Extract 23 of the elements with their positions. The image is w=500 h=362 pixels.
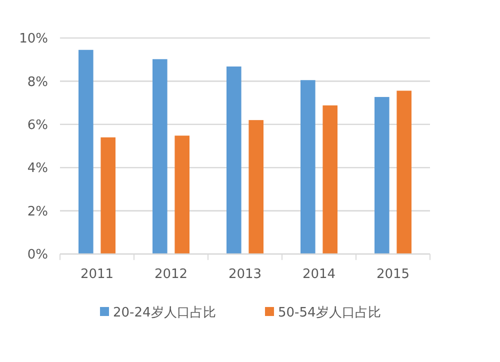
bar	[248, 120, 264, 254]
legend-label: 50-54岁人口占比	[278, 306, 381, 321]
bar	[100, 137, 116, 254]
y-tick-label: 8%	[27, 74, 48, 90]
bar	[300, 80, 316, 254]
bar	[226, 66, 242, 254]
y-tick-label: 6%	[27, 118, 48, 133]
bar	[322, 105, 338, 254]
bar	[396, 90, 412, 254]
bar	[374, 96, 390, 254]
legend-label: 20-24岁人口占比	[113, 306, 216, 321]
y-tick-label: 4%	[27, 161, 48, 176]
x-tick-label: 2013	[228, 267, 262, 282]
bar	[152, 59, 168, 254]
x-tick-label: 2012	[154, 267, 188, 282]
x-tick-label: 2015	[376, 267, 410, 282]
bar	[174, 136, 190, 254]
y-tick-label: 2%	[27, 204, 48, 220]
y-tick-label: 0%	[27, 248, 48, 263]
x-tick-label: 2011	[80, 267, 114, 282]
bar	[78, 50, 94, 254]
y-tick-label: 10%	[19, 32, 48, 47]
x-tick-label: 2014	[302, 267, 336, 282]
